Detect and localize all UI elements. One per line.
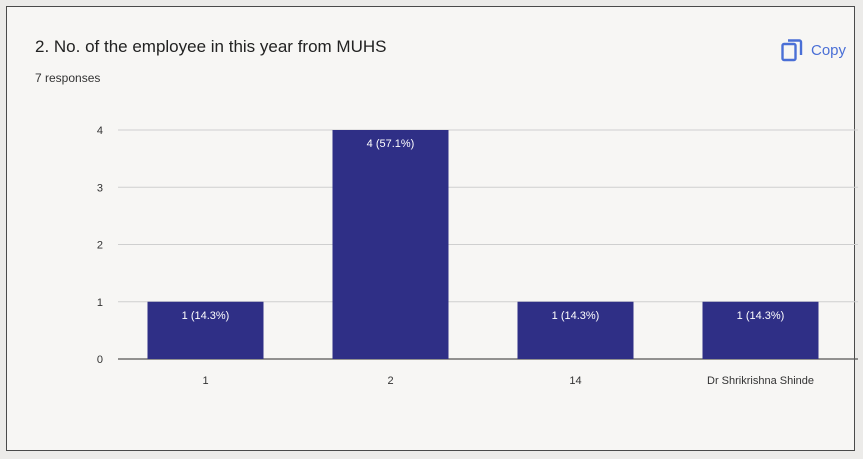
bar-data-label: 1 (14.3%) [552, 310, 600, 322]
bar-data-label: 1 (14.3%) [737, 310, 785, 322]
bar [517, 301, 634, 359]
bar [702, 301, 819, 359]
y-tick-label: 1 [97, 297, 103, 309]
bar [332, 130, 449, 359]
y-tick-label: 4 [97, 125, 103, 137]
x-tick-label: 1 [202, 375, 208, 387]
response-count: 7 responses [35, 71, 101, 85]
question-title: 2. No. of the employee in this year from… [35, 37, 387, 56]
copy-label: Copy [811, 41, 847, 59]
y-tick-label: 0 [97, 354, 103, 366]
y-tick-label: 2 [97, 240, 103, 252]
x-tick-label: 14 [569, 375, 581, 387]
bar [147, 301, 264, 359]
copy-icon [781, 38, 803, 62]
bar-data-label: 4 (57.1%) [367, 138, 415, 150]
x-tick-label: 2 [387, 375, 393, 387]
x-tick-label: Dr Shrikrishna Shinde [707, 375, 814, 387]
y-tick-label: 3 [97, 182, 103, 194]
bar-data-label: 1 (14.3%) [182, 310, 230, 322]
copy-button[interactable]: Copy [781, 35, 846, 65]
